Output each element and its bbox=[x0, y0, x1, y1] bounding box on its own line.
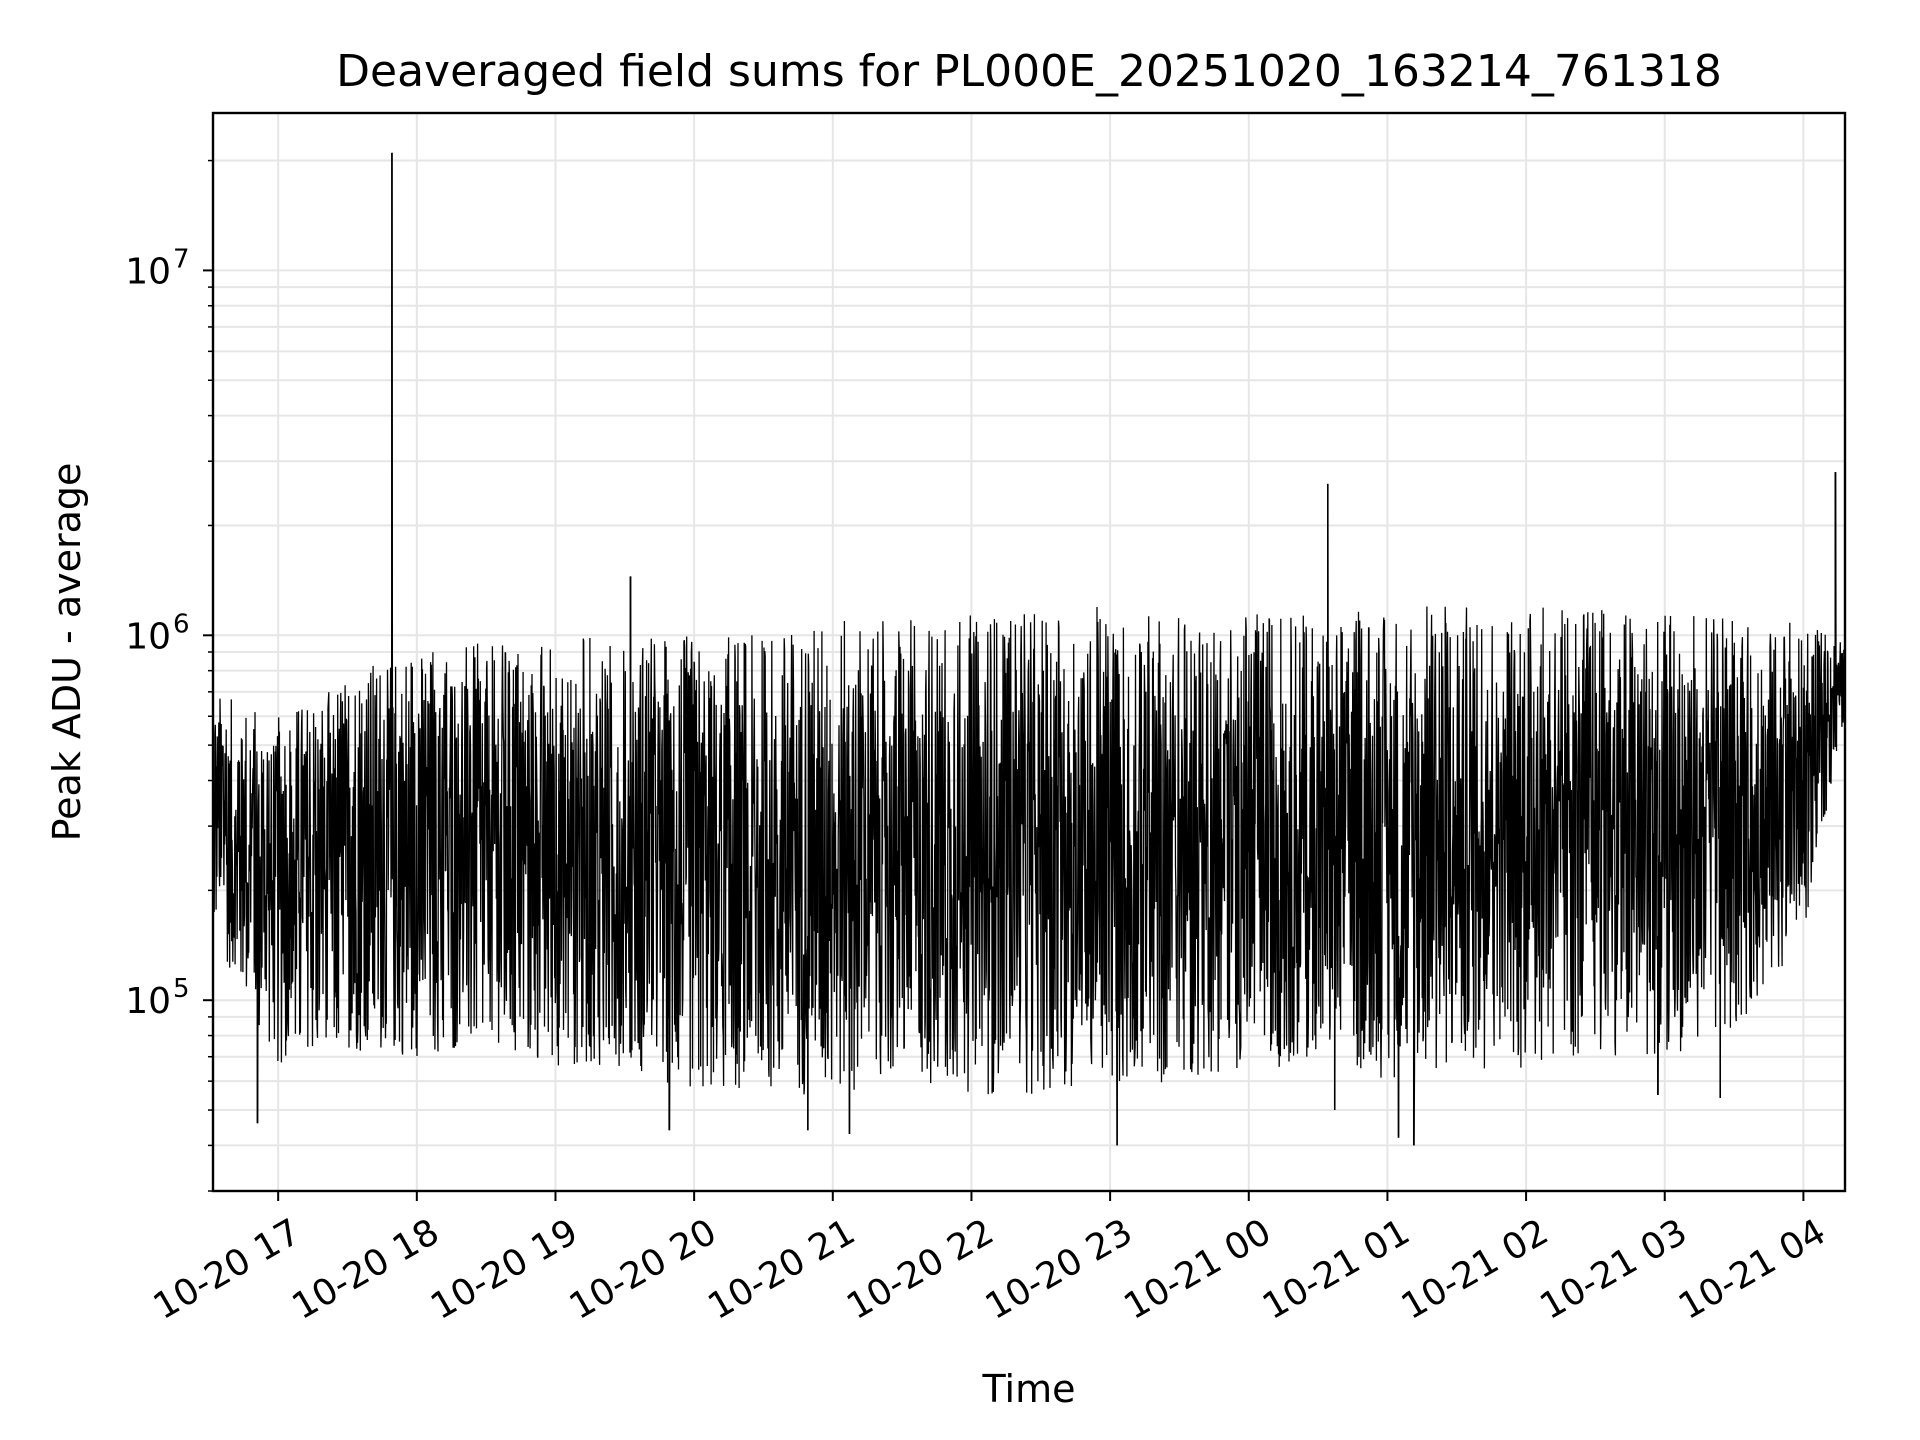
y-tick-exponent: 6 bbox=[173, 609, 190, 639]
y-tick-label: 10 bbox=[125, 981, 171, 1022]
series-line bbox=[212, 152, 1846, 1146]
y-tick-exponent: 5 bbox=[173, 974, 190, 1004]
y-tick-label: 10 bbox=[125, 251, 171, 292]
data-series bbox=[212, 152, 1846, 1146]
y-axis-label: Peak ADU - average bbox=[45, 463, 89, 842]
y-tick-label: 10 bbox=[125, 616, 171, 657]
chart-title: Deaveraged field sums for PL000E_2025102… bbox=[336, 46, 1722, 97]
y-tick-exponent: 7 bbox=[173, 244, 190, 274]
x-axis-label: Time bbox=[982, 1367, 1076, 1411]
